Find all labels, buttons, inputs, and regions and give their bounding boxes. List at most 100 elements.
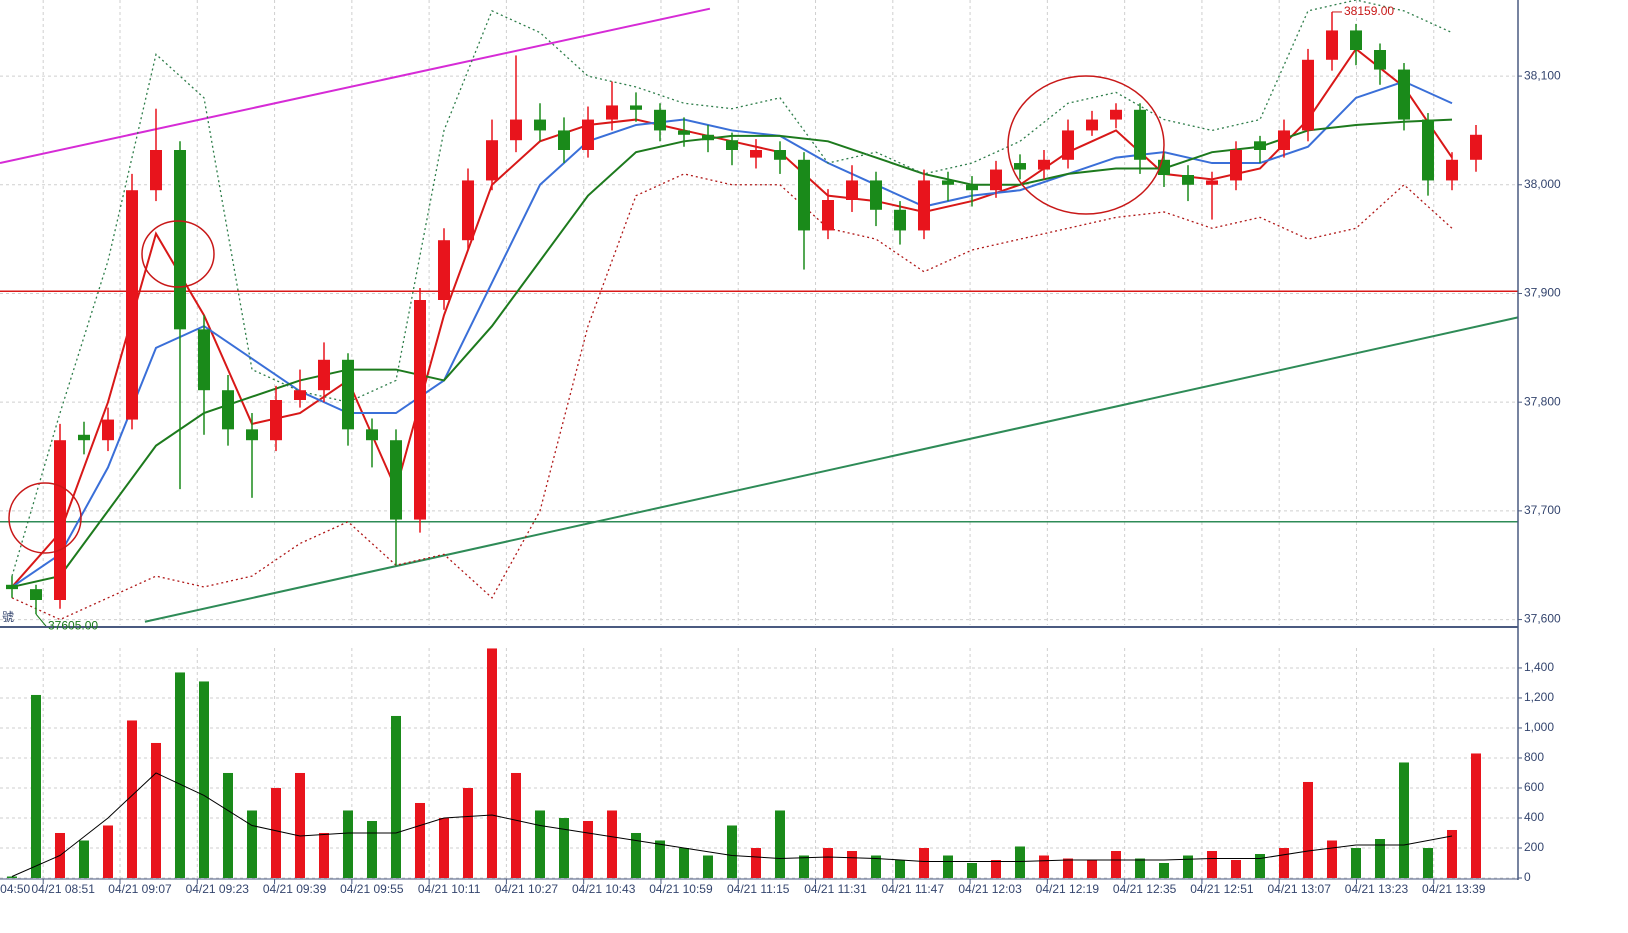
volume-average <box>11 772 1453 877</box>
volume-bar <box>1231 859 1241 878</box>
candle-body <box>798 159 810 231</box>
candle-body <box>1326 30 1338 60</box>
volume-bar <box>1063 858 1073 878</box>
y-tick-label: 37,700 <box>1524 503 1561 517</box>
x-tick-label: 04/21 09:23 <box>186 882 250 896</box>
candle-body <box>1014 163 1026 170</box>
x-tick-label: 04/21 11:31 <box>804 882 867 896</box>
volume-bar <box>463 787 473 878</box>
candle-body <box>1206 180 1218 185</box>
y-tick-label: 38,100 <box>1524 68 1561 82</box>
volume-bar <box>895 859 905 878</box>
x-tick-label: 04/21 13:23 <box>1345 882 1409 896</box>
volume-bar <box>151 742 161 878</box>
volume-bar <box>1111 850 1121 878</box>
x-tick-label: 04/21 08:51 <box>31 882 95 896</box>
volume-bar <box>799 855 809 878</box>
candle-body <box>534 119 546 131</box>
candle-body <box>366 429 378 441</box>
x-tick-label: 04/21 09:39 <box>263 882 327 896</box>
y-tick-label: 37,800 <box>1524 394 1561 408</box>
highlight-circle <box>141 220 215 288</box>
grid <box>0 0 1518 879</box>
volume-bar <box>367 820 377 878</box>
candle-body <box>822 200 834 231</box>
candle-body <box>1422 119 1434 181</box>
volume-bar <box>199 681 209 878</box>
volume-bar <box>1087 859 1097 878</box>
candle-body <box>1110 109 1122 120</box>
y-tick-label: 37,900 <box>1524 286 1561 300</box>
annotation-label: 37605.00 <box>48 618 98 632</box>
volume-bar <box>655 840 665 878</box>
volume-bar <box>1135 858 1145 878</box>
candle-body <box>126 190 138 420</box>
y-tick-label: 200 <box>1524 840 1544 854</box>
volume-bar <box>1303 781 1313 878</box>
trend-line <box>144 316 1519 623</box>
annotation-label: 38159.00 <box>1344 4 1394 18</box>
x-tick-label: 04/21 09:55 <box>340 882 404 896</box>
candle-body <box>966 184 978 191</box>
x-tick-label: 04/21 13:39 <box>1422 882 1486 896</box>
candle-body <box>246 429 258 441</box>
volume-bar <box>847 850 857 878</box>
candle-body <box>582 119 594 150</box>
x-tick-label: 04:50 <box>0 882 30 896</box>
volume-bar <box>607 810 617 878</box>
volume-bar <box>1255 853 1265 878</box>
candle-body <box>1062 130 1074 160</box>
volume-bar <box>319 832 329 878</box>
candle-body <box>1038 159 1050 170</box>
volume-bar <box>1351 847 1361 878</box>
candle-body <box>1278 130 1290 150</box>
candle-body <box>78 434 90 441</box>
y-tick-label: 1,200 <box>1524 690 1554 704</box>
volume-bar <box>1471 753 1481 878</box>
candle-body <box>1230 150 1242 181</box>
candle-body <box>726 140 738 150</box>
x-tick-label: 04/21 10:59 <box>649 882 713 896</box>
candle-body <box>1350 30 1362 50</box>
volume-bar <box>631 832 641 878</box>
y-tick-label: 1,000 <box>1524 720 1554 734</box>
y-tick-label: 800 <box>1524 750 1544 764</box>
volume-bar <box>583 820 593 878</box>
candle-body <box>390 440 402 520</box>
x-tick-label: 04/21 12:35 <box>1113 882 1177 896</box>
candle-body <box>846 180 858 200</box>
candle-body <box>6 584 18 590</box>
candle-body <box>342 359 354 430</box>
band-line <box>11 173 1453 621</box>
side-label: 號 <box>2 610 14 624</box>
volume-bar <box>919 847 929 878</box>
candle-body <box>654 109 666 131</box>
volume-bar <box>391 715 401 878</box>
volume-bar <box>871 855 881 878</box>
volume-bar <box>1015 846 1025 878</box>
candle-body <box>1134 109 1146 160</box>
candle-body <box>414 300 426 520</box>
candle-body <box>942 180 954 185</box>
candle-body <box>294 390 306 400</box>
volume-bar <box>679 847 689 878</box>
candle-body <box>1470 134 1482 160</box>
volume-bar <box>487 648 497 878</box>
candle-body <box>318 359 330 391</box>
volume-bar <box>415 802 425 878</box>
x-tick-label: 04/21 13:07 <box>1267 882 1331 896</box>
volume-bar <box>1375 838 1385 878</box>
candle-body <box>702 134 714 141</box>
candle-body <box>54 440 66 600</box>
volume-bar <box>1279 847 1289 878</box>
candle-body <box>1254 141 1266 150</box>
x-tick-label: 04/21 10:27 <box>495 882 559 896</box>
candle-body <box>558 130 570 150</box>
volume-bar <box>967 862 977 878</box>
band-line <box>11 0 1453 577</box>
highlight-circle <box>8 482 82 554</box>
candle-body <box>270 400 282 441</box>
x-tick-label: 04/21 10:43 <box>572 882 636 896</box>
candle-body <box>30 589 42 600</box>
